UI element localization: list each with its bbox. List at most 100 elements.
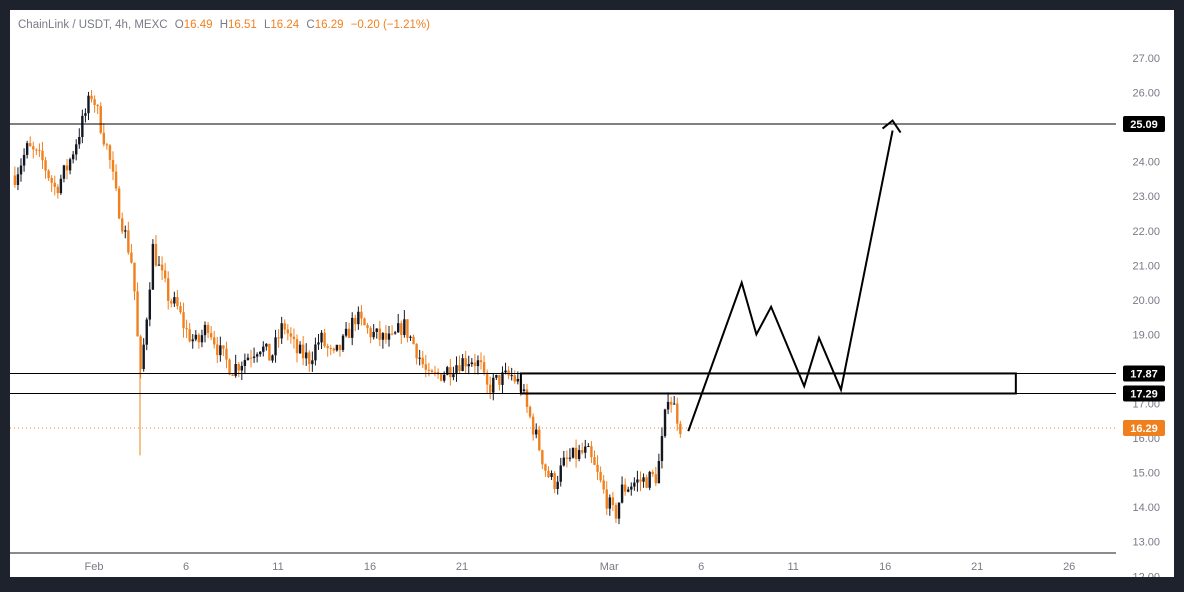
candle-body — [53, 182, 56, 187]
candle-body — [605, 489, 608, 509]
close-value: 16.29 — [314, 19, 344, 31]
candle-body — [393, 332, 397, 334]
candle-body — [593, 457, 596, 465]
candle-body — [562, 457, 566, 466]
candle-body — [194, 334, 198, 340]
candle-body — [108, 145, 112, 160]
current-price-badge-bg — [1123, 420, 1165, 437]
candle-body — [657, 461, 661, 484]
candle-body — [237, 363, 240, 371]
candle-body — [213, 337, 216, 345]
candle-body — [87, 95, 90, 114]
candle-body — [228, 359, 231, 375]
candle-body — [648, 471, 651, 488]
candle-body — [62, 165, 66, 179]
candle-body — [571, 447, 575, 458]
current-price-badge: 16.29 — [1130, 423, 1158, 435]
candle-body — [133, 262, 136, 292]
candle-body — [268, 343, 271, 361]
candle-body — [485, 372, 489, 385]
candle-body — [669, 401, 673, 405]
candle-body — [446, 367, 449, 375]
candle-body — [317, 342, 320, 345]
level-badge-bg — [1123, 115, 1165, 132]
candle-body — [117, 188, 121, 219]
x-axis-ticks: Feb 6 11 16 21 Mar 6 11 16 21 26 — [85, 561, 1076, 573]
candle-body — [323, 332, 326, 347]
candle-body — [590, 446, 593, 458]
candle-body — [200, 335, 204, 343]
open-label: O — [174, 19, 184, 31]
candle-body — [584, 446, 587, 453]
candle-body — [219, 345, 222, 356]
candle-body — [240, 365, 244, 371]
candle-body — [596, 464, 599, 472]
candle-body — [136, 291, 139, 337]
candle-body — [360, 311, 363, 319]
candle-body — [179, 306, 182, 313]
candle-body — [170, 300, 173, 304]
candle-body — [409, 336, 412, 338]
candle-body — [378, 328, 382, 340]
candle-body — [176, 297, 179, 307]
candle-body — [587, 446, 590, 448]
candle-body — [433, 372, 437, 374]
y-tick-label: 24.00 — [1132, 157, 1160, 169]
candle-body — [439, 374, 443, 381]
candle-body — [188, 329, 191, 342]
candle-body — [611, 497, 615, 506]
candle-body — [547, 470, 550, 478]
candle-body — [289, 333, 293, 337]
candle-body — [430, 370, 434, 373]
y-tick-label: 13.00 — [1132, 537, 1160, 549]
candle-body — [455, 365, 458, 375]
candle-body — [617, 502, 621, 519]
candle-body — [124, 230, 127, 232]
price-chart[interactable]: Feb 6 11 16 21 Mar 6 11 16 21 26 12.00 13.00 14.00 15… — [10, 10, 1174, 577]
candle-body — [96, 104, 99, 107]
candle-body — [173, 297, 176, 304]
candle-body — [660, 436, 664, 462]
candle-body — [265, 343, 268, 347]
candle-body — [599, 471, 602, 481]
candle-body — [608, 497, 612, 509]
y-tick-label: 23.00 — [1132, 191, 1160, 203]
y-tick-label: 21.00 — [1132, 260, 1160, 272]
candle-body — [216, 344, 219, 356]
candle-body — [84, 113, 87, 116]
candle-body — [363, 318, 366, 326]
chart-panel[interactable]: Feb 6 11 16 21 Mar 6 11 16 21 26 12.00 13.00 14.00 15… — [10, 10, 1174, 577]
candle-body — [458, 365, 461, 371]
y-tick-label: 27.00 — [1132, 53, 1160, 65]
candle-body — [630, 486, 633, 490]
candle-body — [243, 360, 247, 366]
candle-body — [191, 339, 194, 342]
level-badge-bg — [1123, 385, 1165, 402]
level-badge-bg — [1123, 365, 1165, 382]
candle-body — [182, 312, 185, 329]
candle-body — [255, 354, 259, 357]
candle-body — [397, 323, 400, 333]
candle-body — [421, 357, 424, 365]
candle-body — [167, 278, 170, 301]
candle-body — [127, 230, 130, 253]
candle-body — [464, 358, 467, 367]
candle-body — [403, 319, 406, 335]
candle-body — [461, 358, 464, 371]
candle-body — [351, 317, 354, 338]
projection-drawings — [519, 119, 1017, 432]
candle-body — [535, 429, 538, 435]
candle-body — [614, 505, 618, 519]
x-tick-label: 16 — [879, 561, 891, 573]
candle-body — [209, 333, 213, 338]
projection-path — [687, 130, 894, 432]
candle-body — [531, 416, 535, 435]
candle-body — [22, 154, 26, 166]
candle-body — [344, 328, 348, 336]
candle-body — [252, 356, 256, 358]
candle-body — [501, 372, 504, 385]
candle-body — [375, 328, 378, 332]
candle-body — [50, 177, 53, 183]
candle-body — [163, 270, 167, 279]
x-tick-label: 26 — [1063, 561, 1075, 573]
